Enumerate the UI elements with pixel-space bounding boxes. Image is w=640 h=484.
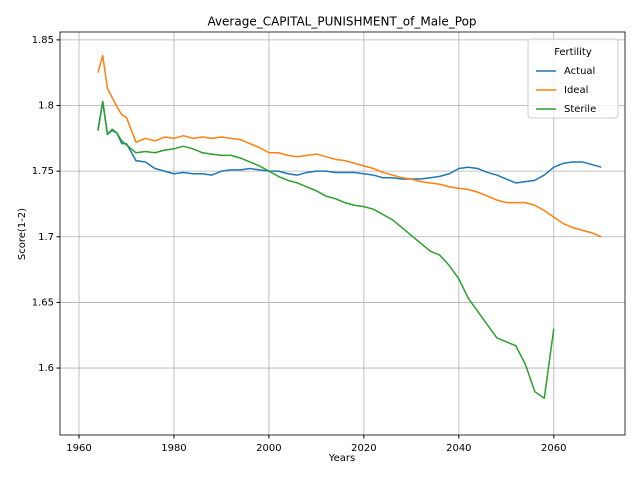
data-line [97, 100, 602, 184]
x-tick-label: 2040 [446, 443, 471, 454]
y-axis-label: Score(1-2) [17, 208, 28, 260]
y-tick-label: 1.6 [38, 363, 54, 374]
x-tick-label: 2060 [541, 443, 566, 454]
y-tick-label: 1.65 [32, 297, 54, 308]
data-line [97, 54, 602, 238]
legend-title: Fertility [554, 47, 592, 58]
plot-frame [59, 31, 626, 436]
chart-title: Average_CAPITAL_PUNISHMENT_of_Male_Pop [207, 15, 476, 29]
y-tick-label: 1.75 [32, 166, 54, 177]
x-tick-label: 2020 [351, 443, 376, 454]
y-tick-label: 1.8 [38, 101, 54, 112]
x-tick-label: 2000 [256, 443, 281, 454]
data-line [97, 100, 555, 399]
y-tick-label: 1.7 [38, 232, 54, 243]
legend-label: Sterile [564, 104, 596, 115]
legend-label: Actual [564, 66, 595, 77]
y-tick-label: 1.85 [32, 35, 54, 46]
x-tick-label: 1980 [161, 443, 186, 454]
x-tick-label: 1960 [66, 443, 91, 454]
legend-label: Ideal [564, 85, 588, 96]
x-axis-label: Years [328, 453, 355, 464]
legend-box [527, 38, 619, 119]
